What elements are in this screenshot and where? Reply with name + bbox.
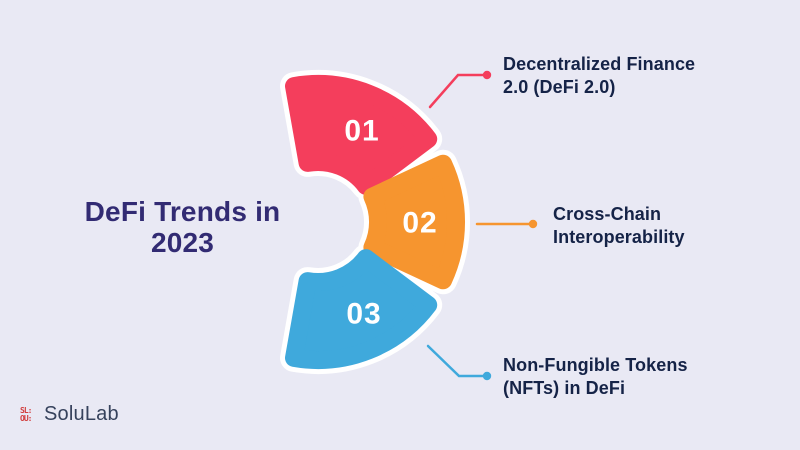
solulab-logo: SL: OU: SoluLab bbox=[20, 403, 119, 426]
segment-03-shape bbox=[285, 249, 438, 369]
item-number-02: 02 bbox=[402, 207, 437, 240]
connector-dot-03 bbox=[482, 371, 492, 381]
solulab-logo-text: SoluLab bbox=[44, 403, 119, 425]
segment-02-shape bbox=[363, 154, 465, 290]
page-title-line2: 2023 bbox=[150, 227, 215, 258]
item-label-03: Non-Fungible Tokens (NFTs) in DeFi bbox=[503, 355, 688, 398]
connector-dot-01 bbox=[482, 70, 492, 80]
solulab-logo-icon-row1: SL: bbox=[20, 405, 32, 415]
solulab-logo-icon: SL: OU: bbox=[20, 406, 38, 424]
item-label-01: Decentralized Finance 2.0 (DeFi 2.0) bbox=[503, 54, 696, 97]
item-number-03: 03 bbox=[346, 298, 381, 331]
item-label-02: Cross-Chain Interoperability bbox=[553, 204, 685, 247]
connector-dot-02 bbox=[528, 219, 538, 229]
page-title-line1: DeFi Trends in bbox=[84, 196, 281, 227]
solulab-logo-icon-row2: OU: bbox=[20, 413, 32, 423]
segment-01-shape bbox=[285, 75, 438, 195]
connectors bbox=[426, 70, 538, 381]
item-number-01: 01 bbox=[344, 115, 379, 148]
connector-line-01 bbox=[428, 73, 489, 109]
page-title: DeFi Trends in 2023 bbox=[55, 196, 310, 258]
connector-line-03 bbox=[426, 344, 489, 378]
